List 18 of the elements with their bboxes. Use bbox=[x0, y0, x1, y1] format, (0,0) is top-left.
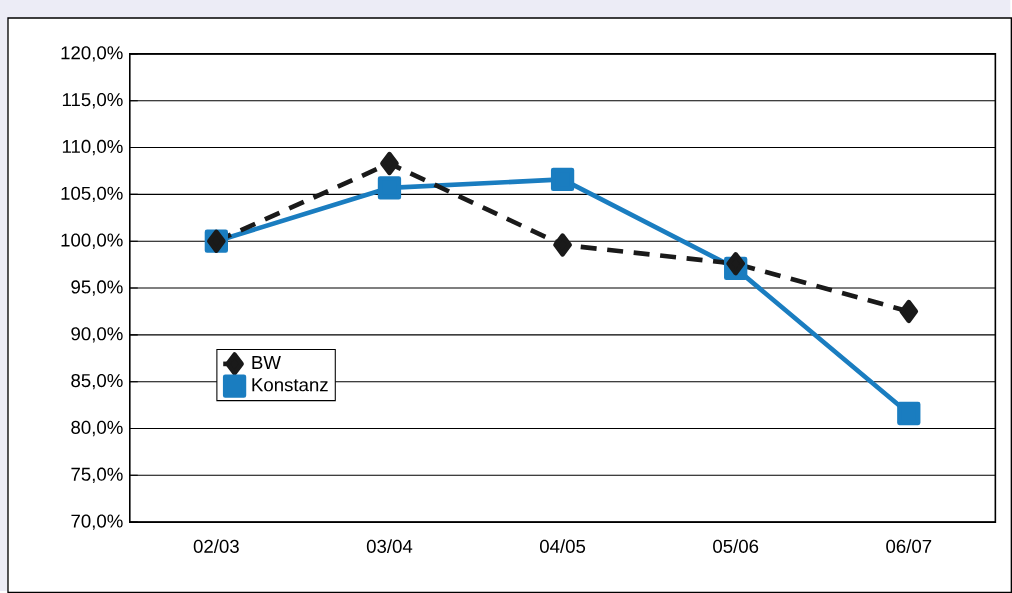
x-tick-label: 04/05 bbox=[539, 539, 586, 553]
y-tick-label: 85,0% bbox=[71, 373, 123, 390]
legend-label: BW bbox=[252, 356, 281, 369]
x-tick-label: 05/06 bbox=[713, 539, 759, 553]
y-tick-label: 90,0% bbox=[71, 327, 123, 343]
legend-label: Konstanz bbox=[252, 378, 328, 392]
y-tick-label: 95,0% bbox=[71, 280, 123, 296]
x-tick-label: 03/04 bbox=[366, 539, 413, 553]
y-tick-label: 100,0% bbox=[61, 233, 123, 249]
x-tick-label: 06/07 bbox=[886, 539, 932, 553]
y-tick-label: 120,0% bbox=[61, 46, 123, 62]
y-tick-label: 115,0% bbox=[62, 93, 123, 109]
y-tick-label: 75,0% bbox=[71, 467, 123, 484]
y-tick-label: 105,0% bbox=[61, 186, 123, 203]
y-tick-label: 70,0% bbox=[71, 514, 123, 530]
y-tick-label: 110,0% bbox=[62, 139, 123, 156]
x-tick-label: 02/03 bbox=[193, 539, 239, 553]
y-tick-label: 80,0% bbox=[71, 420, 123, 437]
